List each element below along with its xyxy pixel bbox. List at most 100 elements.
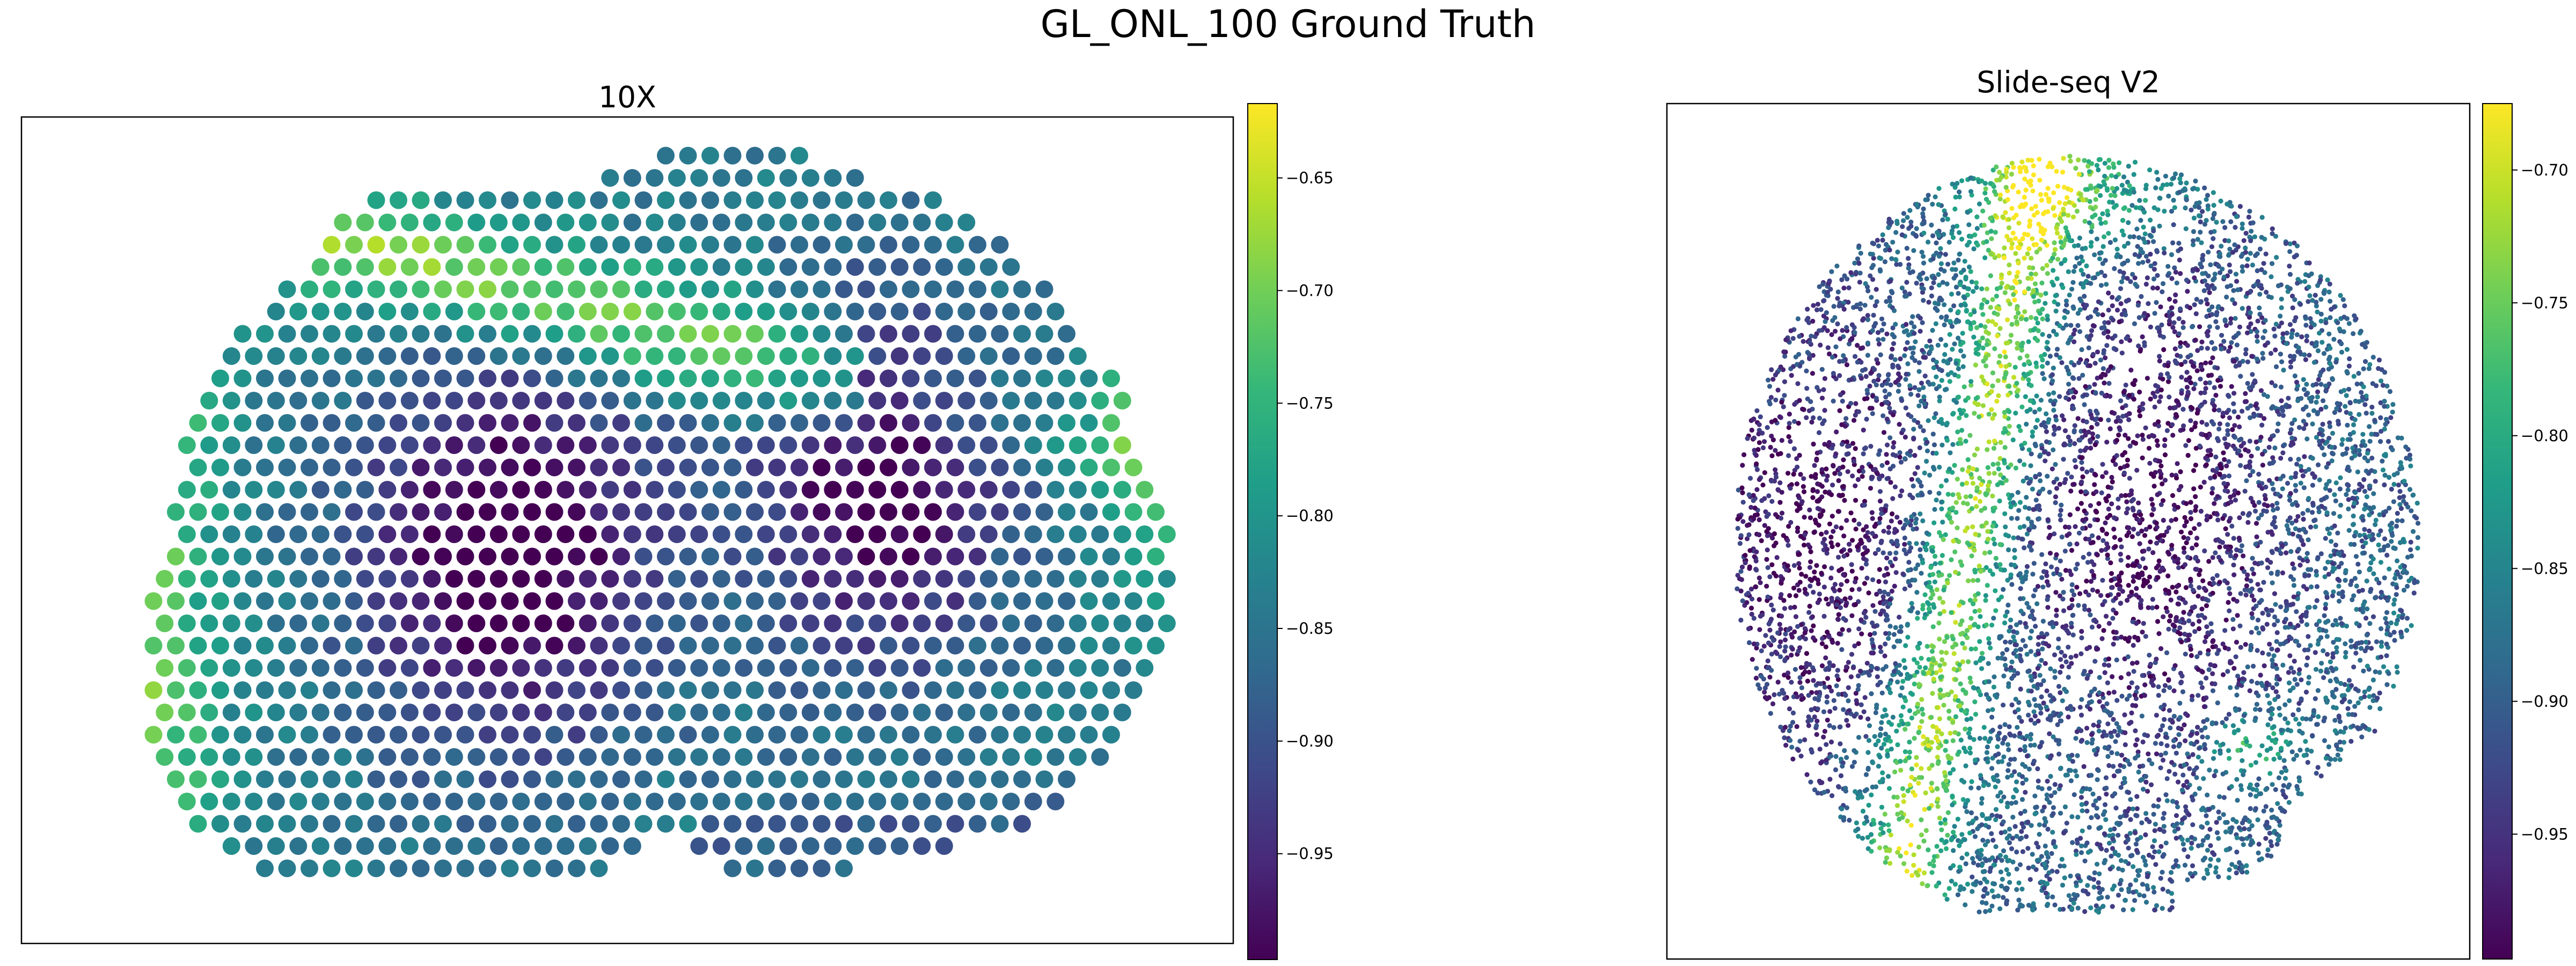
- bead: [2113, 610, 2119, 616]
- spot: [801, 748, 819, 766]
- spot: [523, 458, 541, 477]
- spot: [579, 704, 597, 721]
- spot: [801, 214, 819, 231]
- bead: [2067, 153, 2073, 159]
- bead: [1962, 645, 1967, 651]
- spot: [267, 748, 285, 766]
- bead: [1954, 317, 1959, 323]
- bead: [2177, 631, 2183, 636]
- bead: [2061, 457, 2066, 462]
- spot: [701, 503, 719, 521]
- spot: [1002, 659, 1020, 677]
- spot: [479, 592, 496, 610]
- bead: [2044, 411, 2049, 416]
- colorbar-tick-label: −0.90: [1286, 732, 1334, 750]
- bead: [2070, 375, 2075, 380]
- bead: [2006, 602, 2011, 608]
- spot: [489, 481, 508, 499]
- spot: [880, 325, 897, 343]
- spot: [701, 770, 719, 788]
- spot: [289, 436, 308, 454]
- bead: [2061, 608, 2067, 613]
- spot: [523, 414, 541, 432]
- bead: [2124, 499, 2129, 504]
- spot: [512, 481, 530, 499]
- bead: [2357, 487, 2362, 493]
- bead: [1894, 538, 1900, 544]
- spot: [423, 347, 441, 365]
- bead: [2308, 316, 2313, 321]
- spot: [612, 191, 630, 209]
- bead: [1765, 565, 1770, 570]
- spot: [1080, 592, 1098, 610]
- spot: [979, 258, 998, 276]
- bead: [1868, 273, 1873, 279]
- bead: [2313, 524, 2318, 530]
- bead: [1841, 553, 1847, 559]
- bead: [2151, 811, 2156, 817]
- bead: [1882, 259, 1888, 265]
- bead: [1802, 489, 1807, 494]
- spot: [1002, 258, 1020, 276]
- bead: [2176, 732, 2182, 737]
- bead: [2030, 864, 2036, 869]
- bead: [2029, 823, 2034, 828]
- bead: [2191, 386, 2197, 392]
- bead: [1815, 791, 1820, 796]
- spot: [1080, 503, 1098, 521]
- bead: [2335, 752, 2340, 758]
- spot: [623, 436, 641, 454]
- spot: [289, 837, 308, 855]
- bead: [2006, 533, 2011, 539]
- spot: [813, 636, 831, 655]
- bead: [2269, 380, 2274, 385]
- spot: [824, 793, 842, 810]
- bead: [1835, 289, 1841, 295]
- bead: [2192, 526, 2197, 531]
- bead: [2084, 676, 2090, 681]
- spot: [679, 770, 697, 788]
- spot: [690, 659, 708, 677]
- bead: [2205, 821, 2210, 826]
- spot: [723, 369, 742, 387]
- bead: [2041, 804, 2047, 810]
- spot: [412, 369, 430, 387]
- bead: [1924, 643, 1930, 649]
- bead: [2054, 169, 2059, 174]
- spot: [634, 503, 653, 521]
- bead: [2302, 454, 2307, 459]
- spot: [679, 369, 697, 387]
- spot: [334, 303, 352, 320]
- bead: [2206, 559, 2212, 564]
- bead: [1813, 475, 1818, 480]
- bead: [2057, 394, 2062, 399]
- bead: [2050, 466, 2055, 472]
- bead: [1886, 786, 1892, 791]
- spot: [523, 770, 541, 788]
- bead: [2004, 667, 2009, 672]
- bead: [2039, 280, 2045, 286]
- bead: [2069, 582, 2075, 588]
- bead: [1937, 716, 1942, 721]
- spot: [311, 659, 330, 677]
- bead: [2210, 590, 2215, 596]
- bead: [2226, 459, 2231, 464]
- bead: [2170, 622, 2176, 627]
- bead: [2273, 689, 2279, 694]
- spot: [1002, 436, 1020, 454]
- bead: [2252, 503, 2257, 508]
- spot: [378, 258, 397, 276]
- spot: [289, 303, 308, 320]
- spot: [723, 592, 742, 610]
- spot: [1124, 503, 1143, 521]
- bead: [2228, 685, 2233, 690]
- spot: [679, 681, 697, 699]
- spot: [590, 815, 608, 833]
- spot: [813, 859, 831, 877]
- spot: [657, 369, 675, 387]
- bead: [2273, 347, 2278, 353]
- spot: [356, 837, 374, 855]
- spot: [456, 280, 474, 298]
- spot: [489, 303, 508, 320]
- spot: [712, 303, 730, 320]
